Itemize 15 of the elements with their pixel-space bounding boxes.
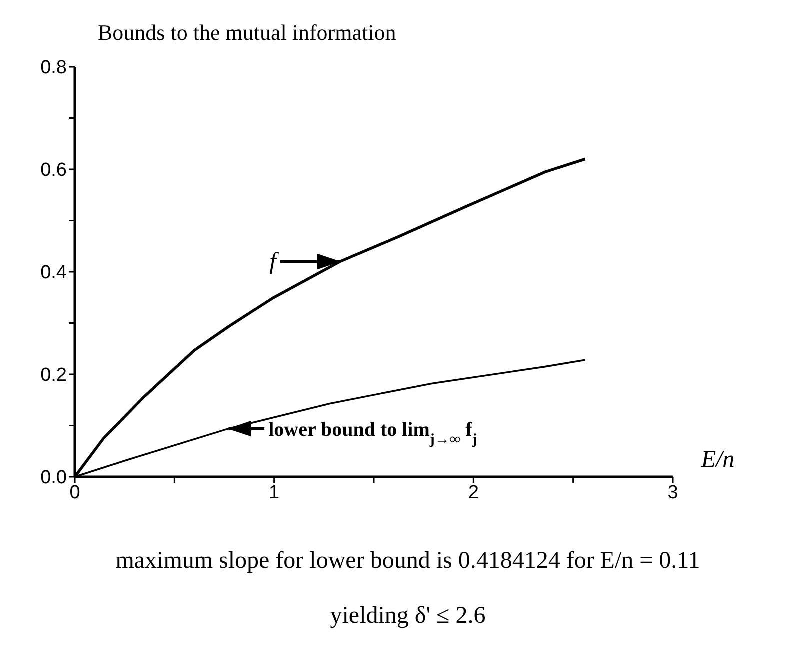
x-tick-label: 2 [468, 482, 479, 504]
x-tick-label: 3 [668, 482, 678, 504]
x-tick-label: 0 [70, 482, 80, 504]
y-tick-label: 0.8 [40, 58, 67, 79]
x-tick-label: 1 [269, 482, 280, 504]
annotation: lower bound to lim$_{j→∞}$ f$_{j}$ [268, 418, 478, 448]
chart-title: Bounds to the mutual information [98, 20, 396, 46]
y-tick-label: 0.4 [40, 262, 68, 284]
annotation: f [270, 248, 280, 275]
x-axis-title: E/n [700, 447, 735, 473]
y-tick-label: 0.0 [40, 468, 67, 489]
text: yielding δ' ≤ 2.6 [329, 603, 487, 630]
text: maximum slope for lower bound is 0.4184124 for E/n = 0.11 [114, 548, 702, 575]
y-tick-label: 0.2 [40, 365, 67, 386]
y-tick-label: 0.6 [40, 160, 67, 182]
